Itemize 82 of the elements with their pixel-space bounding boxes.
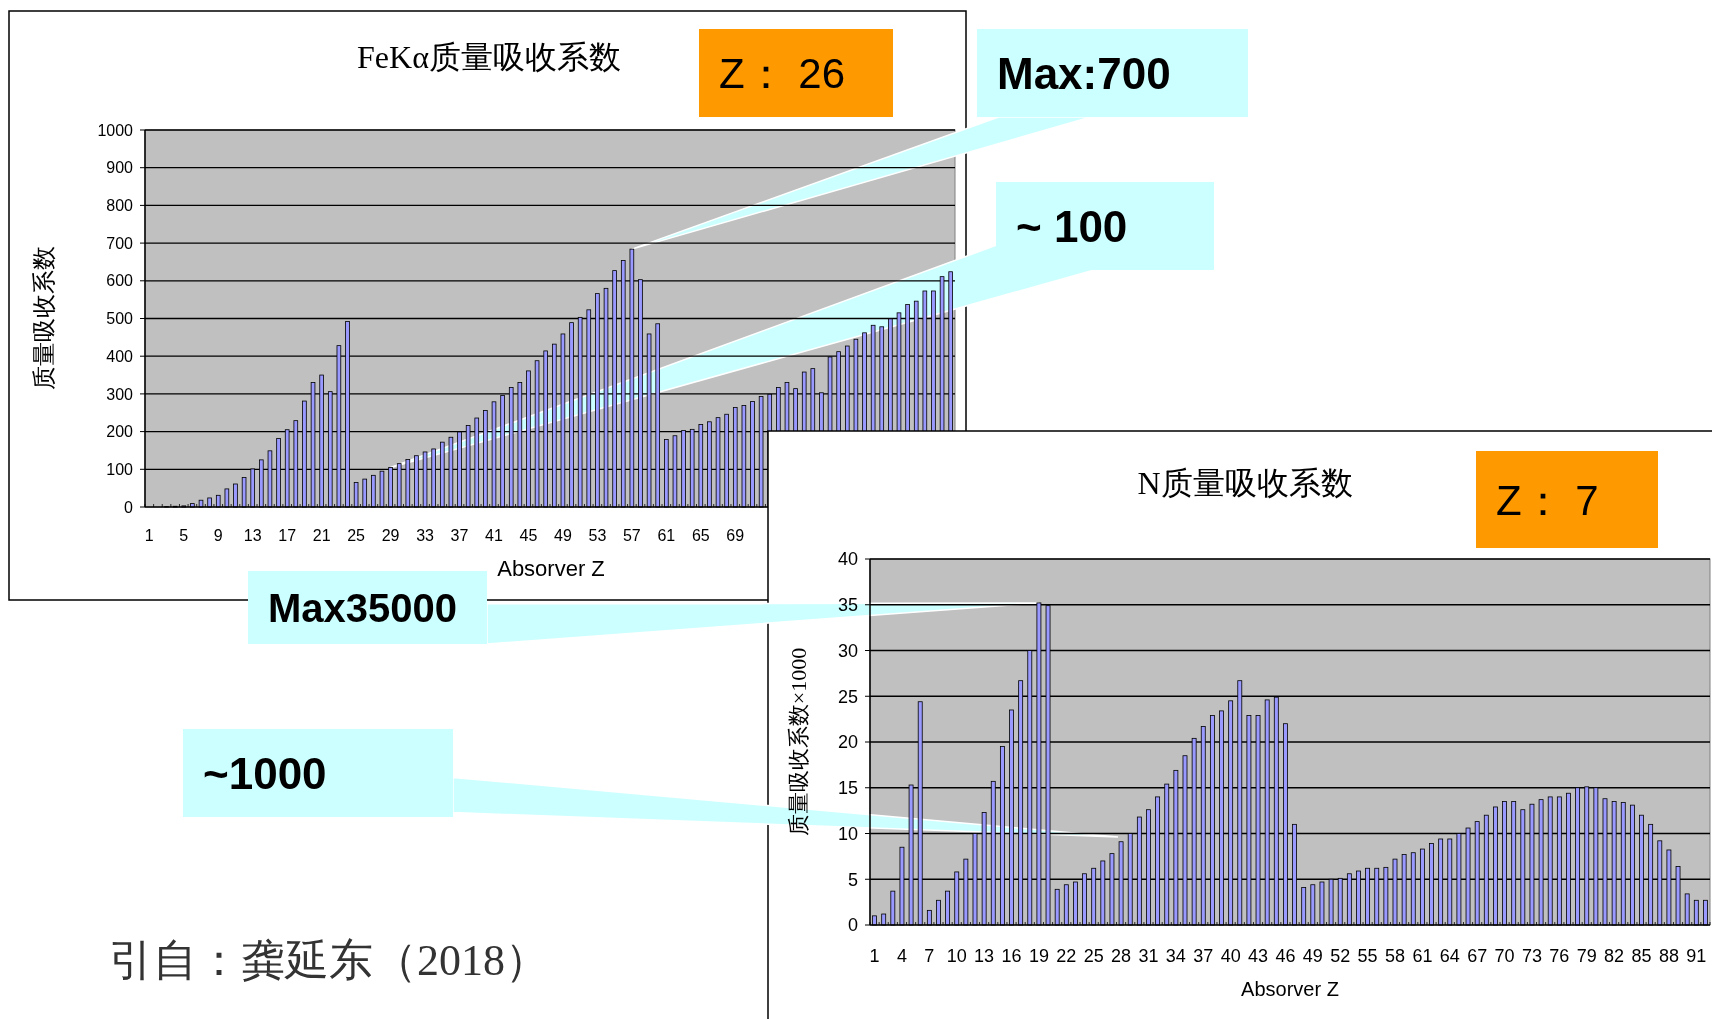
x-tick-label: 91 (1686, 946, 1707, 966)
x-tick-label: 34 (1165, 946, 1186, 966)
text: Z： 26 (719, 50, 846, 98)
x-tick-label: 46 (1275, 946, 1296, 966)
x-tick-label: 65 (691, 527, 710, 544)
x-tick-label: 49 (1302, 946, 1323, 966)
annotation: ~ 100 (1016, 201, 1128, 251)
x-tick-label: 88 (1658, 946, 1679, 966)
y-tick-label: 500 (106, 310, 134, 328)
y-tick-label: 300 (106, 385, 134, 403)
x-tick-label: 4 (896, 946, 907, 966)
x-tick-label: 31 (1138, 946, 1159, 966)
y-tick-label: 600 (106, 272, 134, 290)
x-tick-label: 29 (381, 527, 400, 544)
y-tick-label: 15 (837, 778, 858, 799)
x-tick-label: 70 (1494, 946, 1515, 966)
y-tick-label: 800 (106, 197, 134, 214)
x-tick-label: 73 (1521, 946, 1542, 966)
y-axis-title: 质量吸收系数 (31, 246, 57, 390)
x-tick-label: 61 (657, 527, 676, 544)
x-tick-label: 10 (946, 946, 967, 966)
chart-title: N质量吸收系数 (1137, 465, 1353, 501)
y-tick-label: 10 (837, 823, 858, 844)
x-tick-label: 25 (347, 527, 366, 544)
x-tick-label: 28 (1111, 946, 1132, 966)
x-tick-label: 58 (1384, 946, 1406, 966)
x-tick-label: 67 (1467, 946, 1488, 966)
x-tick-label: 33 (416, 527, 435, 544)
text: Z： 7 (1496, 476, 1599, 524)
x-tick-label: 57 (622, 527, 641, 544)
x-tick-label: 5 (179, 527, 189, 544)
x-tick-label: 21 (312, 527, 331, 544)
y-tick-label: 35 (837, 595, 858, 616)
x-tick-label: 37 (450, 527, 469, 544)
x-tick-label: 17 (278, 527, 297, 544)
x-tick-label: 19 (1028, 946, 1049, 966)
text: 引自：龚延东（2018） (109, 936, 549, 985)
y-tick-label: 25 (837, 686, 858, 707)
x-tick-label: 37 (1193, 946, 1214, 966)
x-tick-label: 49 (554, 527, 572, 544)
x-tick-label: 45 (519, 527, 538, 544)
x-tick-label: 41 (485, 527, 503, 544)
annotation: Max:700 (997, 48, 1171, 98)
y-tick-label: 0 (847, 915, 858, 936)
x-tick-label: 13 (974, 946, 995, 966)
x-tick-label: 22 (1056, 946, 1077, 966)
x-tick-label: 53 (588, 527, 607, 544)
x-tick-label: 76 (1549, 946, 1570, 966)
x-tick-label: 52 (1330, 946, 1351, 966)
x-tick-label: 64 (1439, 946, 1460, 966)
y-tick-label: 40 (837, 549, 858, 570)
x-tick-label: 1 (144, 527, 154, 544)
x-tick-label: 82 (1604, 946, 1625, 966)
y-tick-label: 100 (106, 460, 134, 478)
x-tick-label: 16 (1001, 946, 1022, 966)
x-tick-label: 69 (726, 527, 745, 544)
x-axis-title: Absorver Z (497, 556, 605, 581)
x-tick-label: 25 (1083, 946, 1104, 966)
x-tick-label: 79 (1576, 946, 1597, 966)
x-tick-label: 7 (924, 946, 935, 966)
x-tick-label: 9 (213, 527, 223, 544)
text: ~1000 (203, 748, 327, 798)
y-tick-label: 0 (124, 498, 134, 516)
y-tick-label: 30 (837, 640, 858, 661)
y-tick-label: 1000 (97, 121, 134, 139)
annotation: Max35000 (268, 585, 458, 630)
x-tick-label: 1 (869, 946, 880, 966)
x-tick-label: 13 (243, 527, 262, 544)
x-tick-label: 85 (1631, 946, 1652, 966)
x-tick-label: 43 (1248, 946, 1269, 966)
y-tick-label: 700 (106, 234, 134, 252)
x-tick-label: 55 (1357, 946, 1378, 966)
y-axis-title: 质量吸收系数×1000 (786, 647, 811, 837)
x-tick-label: 40 (1220, 946, 1241, 966)
y-tick-label: 20 (837, 732, 858, 753)
y-tick-label: 900 (106, 159, 134, 177)
y-tick-label: 200 (106, 423, 134, 441)
x-tick-label: 61 (1412, 946, 1433, 966)
chart-title: FeKα质量吸收系数 (357, 39, 621, 75)
x-axis-title: Absorver Z (1241, 978, 1339, 1000)
y-tick-label: 5 (847, 869, 858, 890)
y-tick-label: 400 (106, 347, 134, 365)
